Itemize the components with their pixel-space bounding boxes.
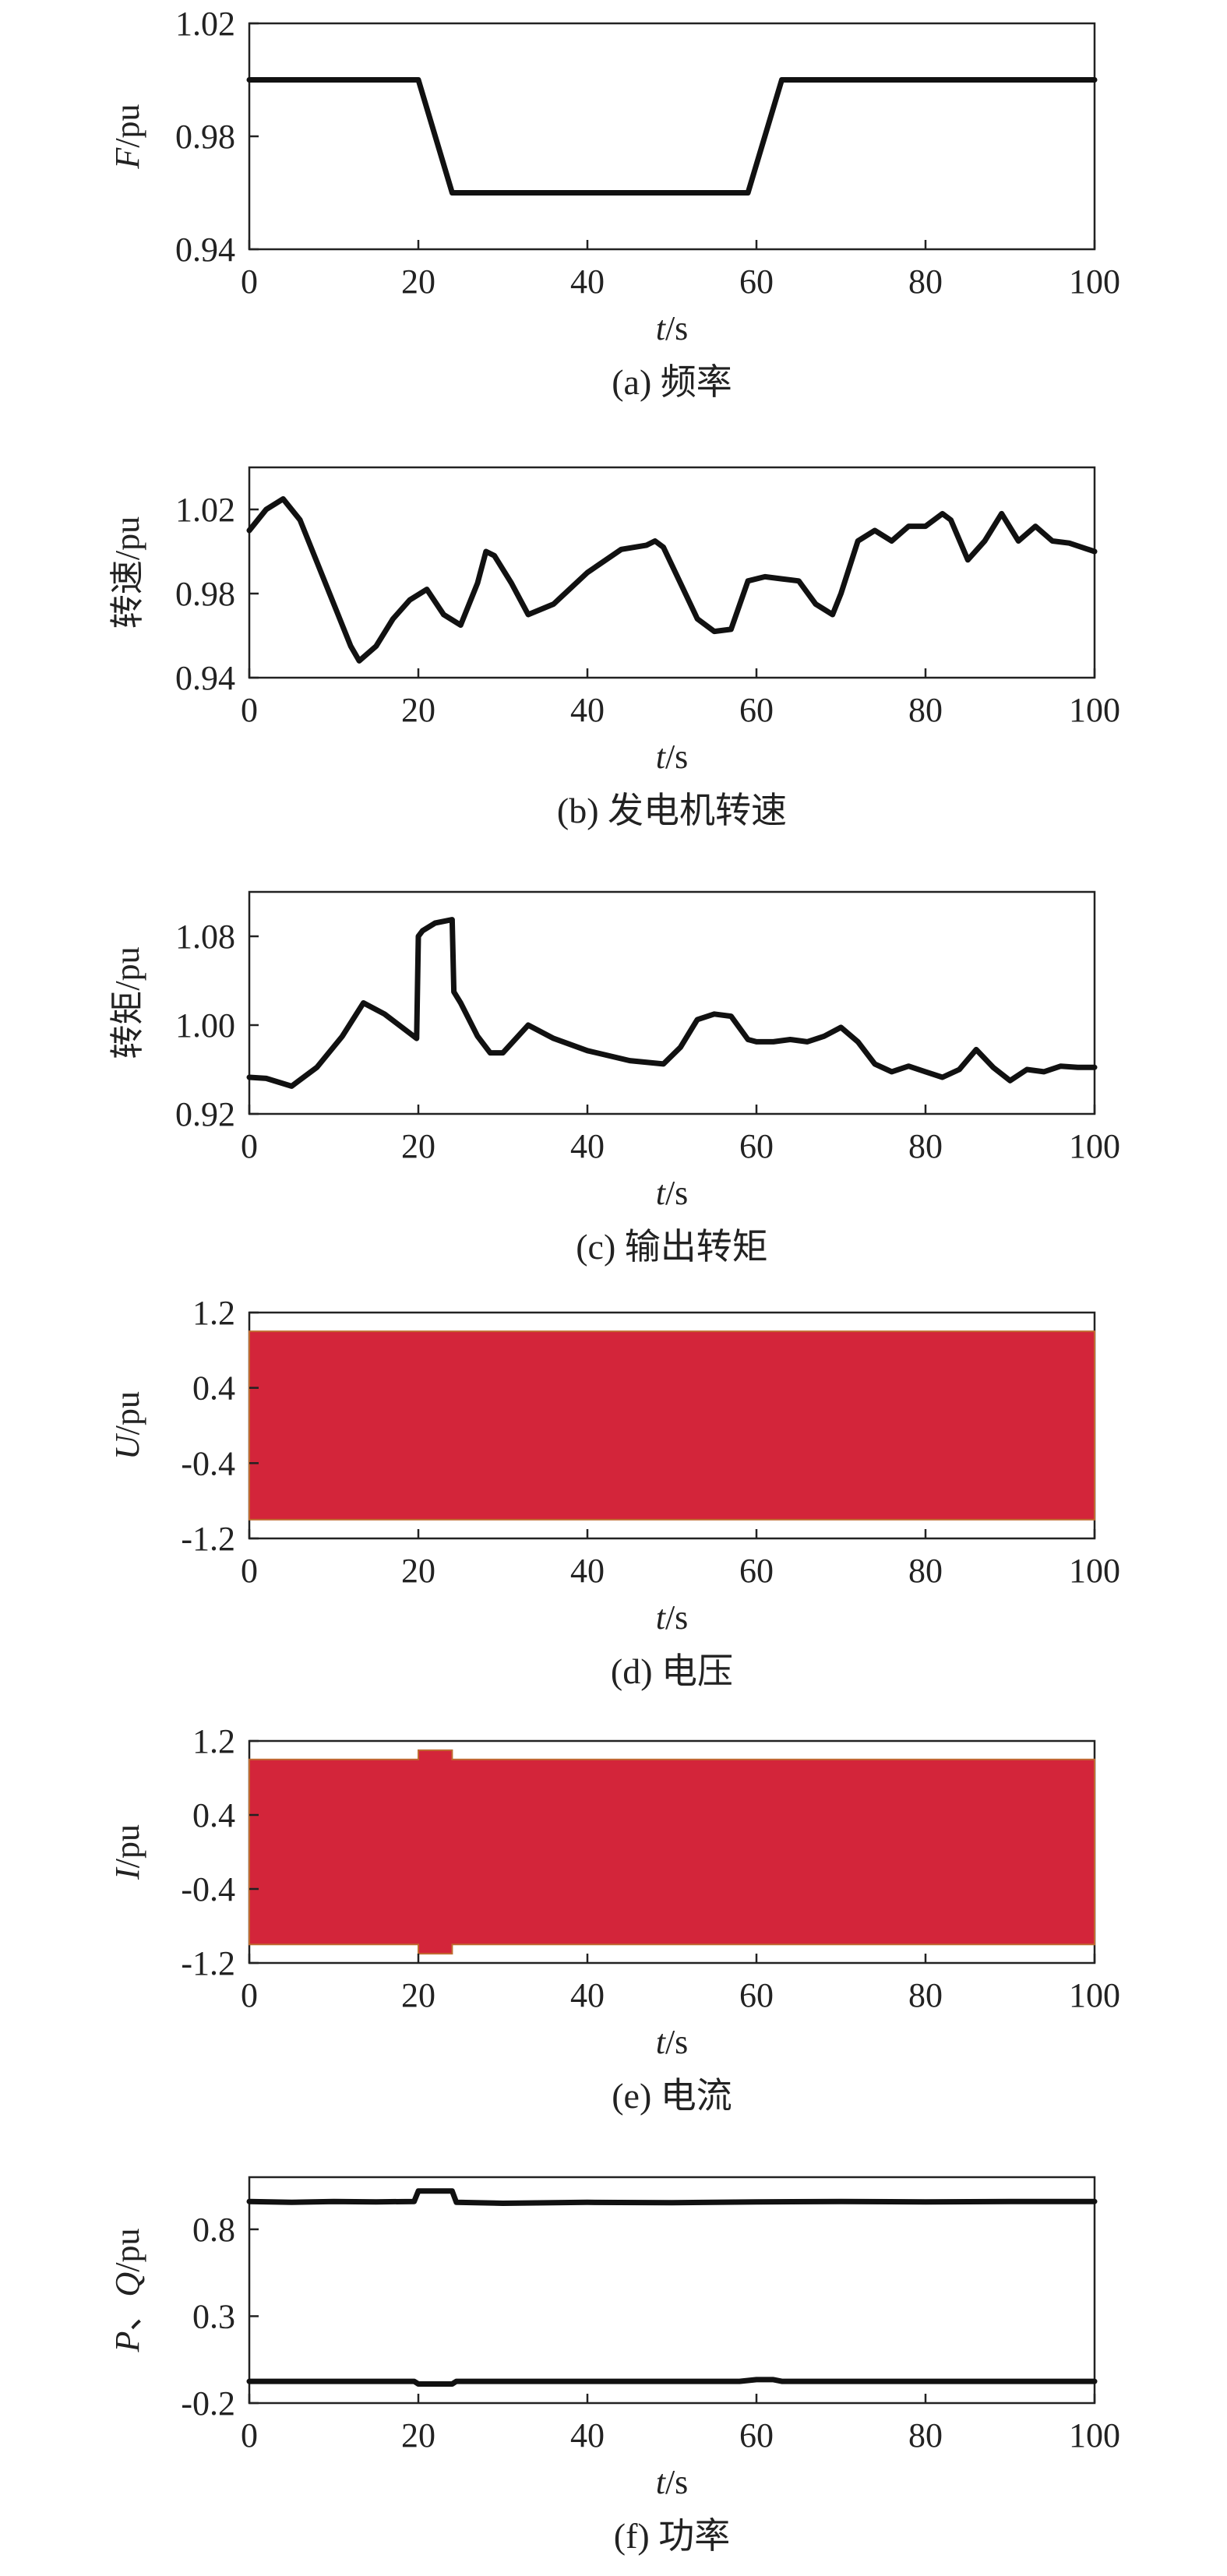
chart-a: 0 20 40 60 80 100 0.94 0.98 1.02 t/s F/pu (a) 频率 (108, 5, 1120, 402)
y-tick-label: 0.94 (175, 231, 235, 269)
x-tick-label: 80 (908, 1127, 943, 1165)
y-tick-label: -1.2 (181, 1944, 235, 1982)
x-tick-label: 60 (739, 1127, 774, 1165)
x-tick-label: 100 (1069, 2416, 1120, 2454)
x-tick-label: 0 (241, 1552, 258, 1590)
x-tick-label: 20 (401, 263, 435, 301)
subplot-caption: (c) 输出转矩 (576, 1227, 768, 1267)
series-line-1 (246, 917, 1098, 1089)
x-tick-label: 40 (570, 1552, 605, 1590)
x-tick-label: 0 (241, 691, 258, 729)
y-axis-label: U/pu (108, 1391, 146, 1460)
x-tick-label: 20 (401, 1127, 435, 1165)
x-tick-label: 60 (739, 691, 774, 729)
x-tick-label: 80 (908, 691, 943, 729)
x-tick-label: 80 (908, 1552, 943, 1590)
y-tick-label: 0.4 (192, 1369, 235, 1408)
x-tick-label: 80 (908, 263, 943, 301)
series-line-1 (246, 496, 1098, 664)
x-tick-label: 100 (1069, 1976, 1120, 2014)
y-axis-label: 转矩/pu (108, 946, 146, 1059)
plot-frame (248, 22, 1096, 251)
x-tick-label: 20 (401, 1976, 435, 2014)
x-axis-label: t/s (656, 1598, 689, 1637)
y-axis-label: F/pu (108, 104, 146, 169)
series-line-2 (246, 2377, 1098, 2387)
x-tick-label: 20 (401, 2416, 435, 2454)
x-tick-label: 40 (570, 691, 605, 729)
y-tick-label: 0.3 (192, 2297, 235, 2335)
x-tick-label: 0 (241, 1976, 258, 2014)
y-tick-label: -0.4 (181, 1444, 235, 1482)
series-line-1 (246, 77, 1098, 196)
y-tick-label: 1.02 (175, 491, 235, 529)
x-tick-label: 60 (739, 1976, 774, 2014)
plot-frame (248, 890, 1096, 1115)
y-axis-label: 转速/pu (108, 516, 146, 629)
y-tick-label: 0.8 (192, 2211, 235, 2249)
y-axis-label: P、Q/pu (108, 2229, 146, 2353)
subplot-caption: (a) 频率 (612, 362, 732, 402)
y-tick-label: -1.2 (181, 1520, 235, 1558)
x-tick-label: 0 (241, 1127, 258, 1165)
subplot-caption: (b) 发电机转速 (557, 791, 787, 830)
x-tick-label: 100 (1069, 1127, 1120, 1165)
x-tick-label: 0 (241, 263, 258, 301)
y-tick-label: 0.98 (175, 575, 235, 613)
x-tick-label: 60 (739, 2416, 774, 2454)
chart-f: 0 20 40 60 80 100 -0.2 0.3 0.8 t/s P、Q/pu (f) 功率 (108, 2176, 1120, 2556)
chart-d: 0 20 40 60 80 100 -1.2 -0.4 0.4 1.2 t/s U/pu (d) 电压 (108, 1294, 1120, 1691)
x-tick-label: 100 (1069, 691, 1120, 729)
x-tick-label: 40 (570, 1976, 605, 2014)
chart-e: 0 20 40 60 80 100 -1.2 -0.4 0.4 1.2 t/s I/pu (e) 电流 (108, 1722, 1120, 2116)
y-tick-label: 1.02 (175, 5, 235, 43)
y-tick-label: -0.4 (181, 1870, 235, 1908)
x-tick-label: 100 (1069, 1552, 1120, 1590)
x-tick-label: 40 (570, 263, 605, 301)
x-tick-label: 20 (401, 1552, 435, 1590)
x-tick-label: 60 (739, 1552, 774, 1590)
series-line-1 (246, 2188, 1098, 2206)
x-tick-label: 80 (908, 2416, 943, 2454)
signal-band (249, 1330, 1095, 1521)
plot-frame (248, 2176, 1096, 2405)
x-tick-label: 60 (739, 263, 774, 301)
y-tick-label: 0.92 (175, 1095, 235, 1133)
subplot-caption: (f) 功率 (614, 2516, 730, 2556)
signal-band (249, 1749, 1095, 1955)
chart-b: 0 20 40 60 80 100 0.94 0.98 1.02 t/s 转速/pu (b) 发电机转… (108, 466, 1120, 830)
x-tick-label: 80 (908, 1976, 943, 2014)
x-tick-label: 20 (401, 691, 435, 729)
x-axis-label: t/s (656, 2023, 689, 2061)
x-tick-label: 40 (570, 2416, 605, 2454)
y-tick-label: 1.08 (175, 918, 235, 956)
x-tick-label: 0 (241, 2416, 258, 2454)
x-axis-label: t/s (656, 2463, 689, 2501)
x-axis-label: t/s (656, 309, 689, 347)
x-axis-label: t/s (656, 1174, 689, 1212)
subplot-caption: (e) 电流 (612, 2076, 732, 2116)
y-tick-label: 1.2 (192, 1294, 235, 1332)
plot-frame (248, 466, 1096, 679)
y-tick-label: 0.94 (175, 659, 235, 697)
subplot-caption: (d) 电压 (611, 1651, 733, 1691)
y-tick-label: -0.2 (181, 2384, 235, 2423)
x-tick-label: 40 (570, 1127, 605, 1165)
y-tick-label: 0.4 (192, 1796, 235, 1834)
chart-c: 0 20 40 60 80 100 0.92 1.00 1.08 t/s 转矩/pu (c) 输出转矩 (108, 890, 1120, 1267)
y-tick-label: 1.00 (175, 1006, 235, 1045)
x-axis-label: t/s (656, 738, 689, 776)
y-tick-label: 1.2 (192, 1722, 235, 1760)
x-tick-label: 100 (1069, 263, 1120, 301)
y-axis-label: I/pu (108, 1824, 146, 1880)
y-tick-label: 0.98 (175, 118, 235, 156)
